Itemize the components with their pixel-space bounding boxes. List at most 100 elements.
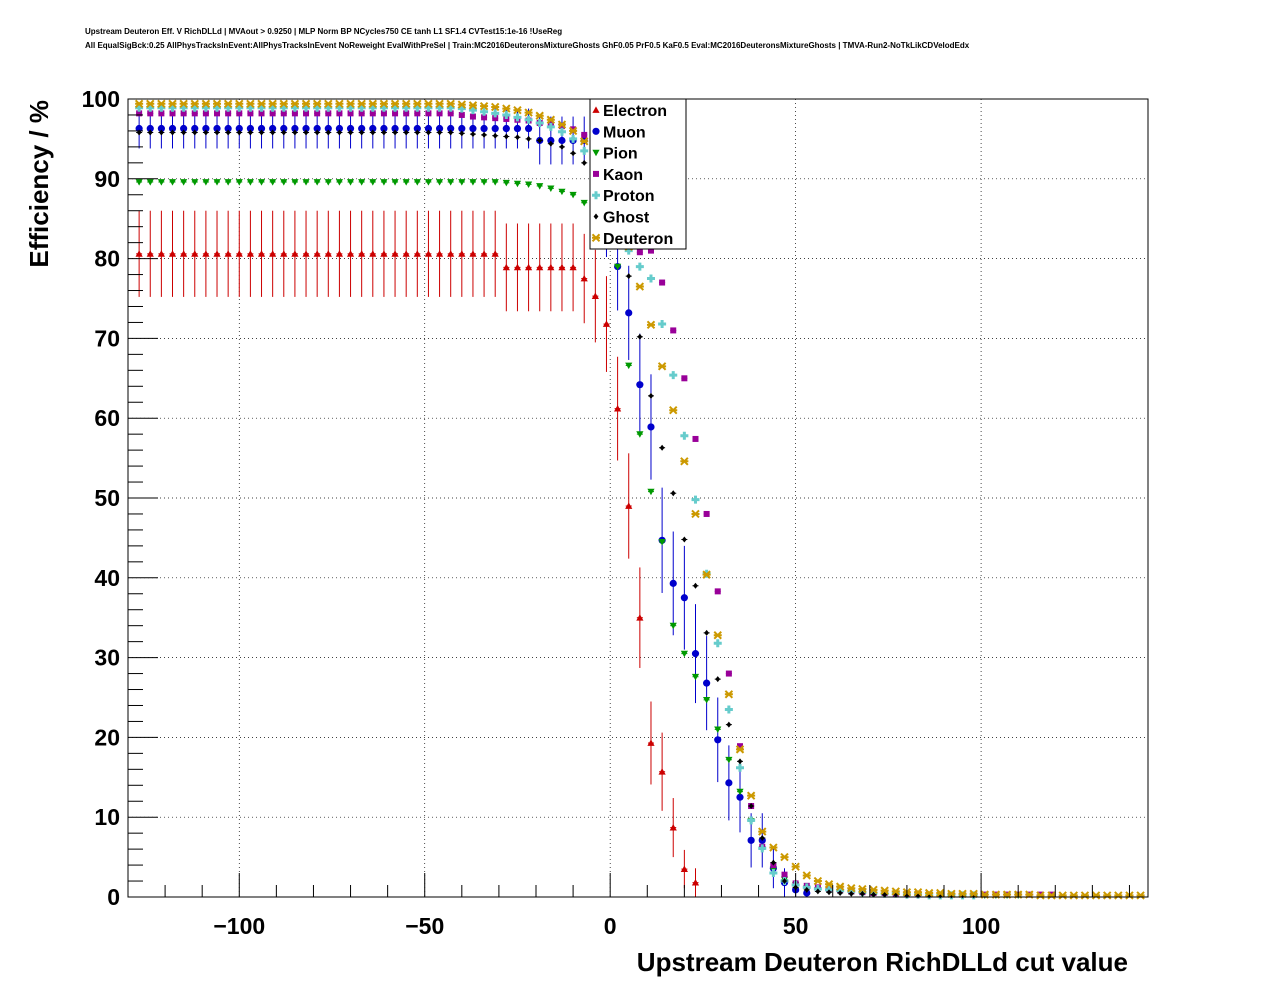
proton-point: [391, 103, 400, 112]
deuteron-point: [758, 827, 767, 836]
electron-point: [491, 250, 499, 257]
muon-point: [502, 124, 510, 133]
muon-point: [424, 124, 433, 133]
ghost-point: [782, 878, 787, 885]
kaon-point: [647, 247, 654, 254]
pion-point: [569, 191, 577, 199]
chart-title-line-2: All EqualSigBck:0.25 AllPhysTracksInEven…: [85, 41, 970, 50]
deuteron-point: [891, 887, 900, 896]
muon-point: [625, 309, 633, 317]
proton-point: [658, 320, 667, 329]
pion-point: [435, 179, 444, 186]
deuteron-point: [824, 880, 834, 889]
ghost-point: [192, 129, 198, 136]
muon-point: [636, 381, 644, 389]
pion-point: [480, 179, 488, 186]
ghost-point: [170, 129, 175, 136]
electron-point: [680, 865, 688, 872]
x-tick-label: 100: [962, 913, 1000, 939]
electron-point: [269, 250, 277, 257]
deuteron-point: [513, 105, 522, 115]
pion-point: [680, 650, 688, 658]
legend-marker-pion: [592, 149, 600, 157]
kaon-point: [191, 110, 198, 117]
pion-point: [291, 179, 299, 186]
pion-point: [146, 179, 154, 186]
proton-point: [201, 103, 210, 112]
deuteron-point: [401, 99, 411, 108]
proton-point: [480, 107, 489, 116]
deuteron-point: [235, 99, 244, 108]
kaon-point: [703, 510, 710, 517]
ghost-point: [670, 490, 676, 497]
pion-point: [257, 179, 266, 186]
pion-point: [669, 622, 677, 630]
pion-point: [714, 726, 722, 734]
ghost-point: [270, 129, 276, 136]
pion-point: [413, 179, 421, 186]
proton-point: [313, 103, 322, 112]
pion-point: [213, 179, 221, 186]
deuteron-point: [947, 889, 956, 899]
ghost-point: [437, 129, 442, 136]
pion-point: [335, 179, 344, 186]
proton-point: [135, 103, 144, 112]
proton-point: [324, 103, 333, 112]
pion-point: [691, 673, 700, 681]
kaon-point: [659, 279, 666, 286]
electron-point: [636, 614, 644, 621]
muon-point: [469, 124, 477, 133]
muon-point: [280, 124, 288, 133]
deuteron-point: [1047, 891, 1056, 900]
electron-point: [146, 250, 154, 257]
kaon-point: [236, 110, 243, 117]
pion-point: [625, 362, 633, 370]
pion-point: [424, 179, 433, 186]
deuteron-point: [1102, 891, 1112, 900]
ghost-point: [581, 159, 587, 166]
electron-point: [602, 320, 611, 327]
legend-box: [589, 98, 687, 250]
ghost-point: [259, 129, 264, 136]
deuteron-point: [502, 104, 511, 113]
deuteron-point: [969, 889, 978, 899]
kaon-point: [570, 126, 577, 133]
legend-label-ghost: Ghost: [603, 210, 650, 227]
ghost-point: [770, 859, 776, 866]
pion-point: [524, 181, 533, 188]
pion-point: [725, 756, 733, 764]
ghost-point: [314, 129, 320, 136]
kaon-point: [681, 375, 688, 382]
muon-point: [257, 124, 266, 133]
electron-point: [524, 263, 533, 271]
deuteron-point: [146, 99, 155, 108]
deuteron-point: [835, 882, 845, 891]
electron-point: [291, 250, 299, 257]
deuteron-point: [924, 888, 934, 898]
proton-point: [268, 103, 277, 112]
muon-point: [558, 136, 566, 145]
proton-point: [257, 103, 266, 112]
pion-point: [346, 179, 355, 186]
deuteron-point: [813, 876, 823, 886]
deuteron-point: [769, 843, 778, 852]
proton-point: [346, 103, 355, 112]
kaon-point: [725, 670, 732, 677]
ghost-point: [214, 129, 220, 136]
muon-point: [224, 124, 232, 133]
legend-marker-ghost: [593, 213, 599, 220]
muon-point: [346, 124, 355, 133]
y-tick-label: 30: [94, 645, 120, 671]
deuteron-point: [936, 888, 945, 898]
muon-point: [235, 124, 243, 133]
proton-point: [402, 103, 411, 112]
kaon-point: [291, 110, 298, 117]
proton-point: [524, 115, 533, 124]
ghost-point: [537, 137, 543, 144]
deuteron-point: [212, 99, 222, 108]
deuteron-point: [301, 99, 311, 108]
muon-point: [725, 779, 733, 787]
chart-title-line-1: Upstream Deuteron Eff. V RichDLLd | MVAo…: [85, 27, 563, 36]
pion-point: [402, 179, 410, 186]
proton-point: [691, 495, 700, 504]
